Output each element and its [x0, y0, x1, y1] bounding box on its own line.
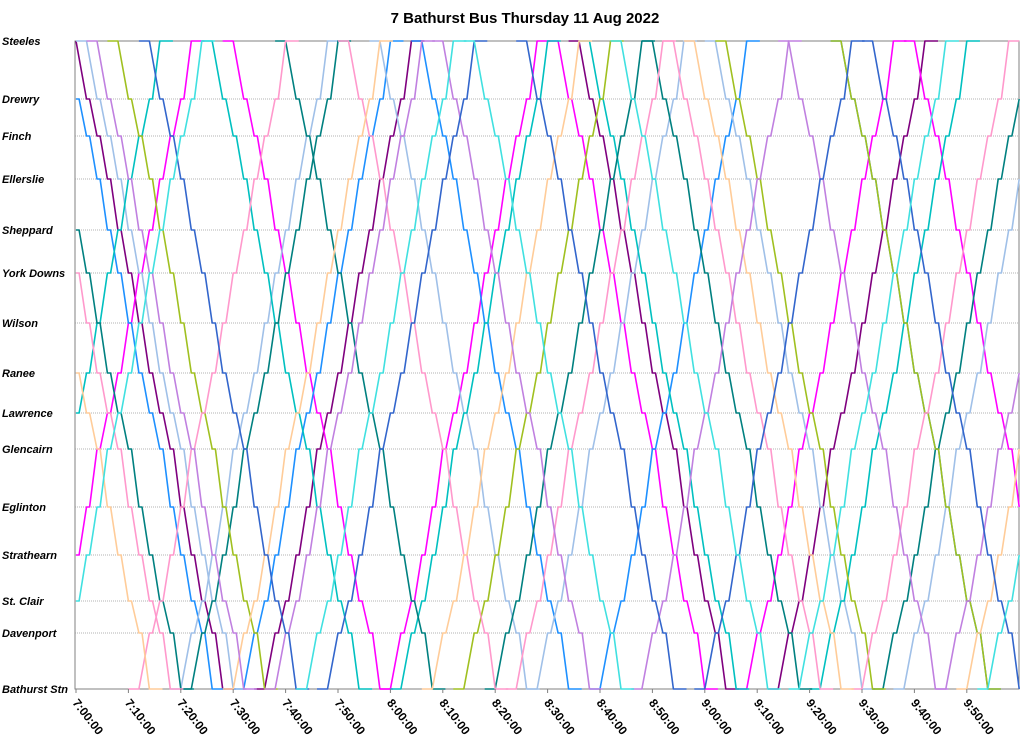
trip-line	[453, 40, 624, 690]
trip-line	[180, 40, 352, 690]
stop-label: St. Clair	[2, 596, 44, 608]
trip-line	[390, 40, 561, 690]
stop-label: Sheppard	[2, 225, 53, 237]
series-6	[107, 40, 1001, 690]
trip-line	[872, 98, 1020, 690]
trip-line	[76, 40, 215, 602]
x-tick-label: 9:00:00	[698, 696, 735, 737]
trip-line	[76, 229, 194, 690]
trip-line	[296, 40, 467, 690]
trip-line	[76, 40, 205, 556]
trip-line	[484, 40, 655, 690]
trip-line	[317, 40, 488, 690]
x-tick-label: 9:10:00	[751, 696, 788, 737]
trip-line	[610, 40, 781, 690]
trip-line	[76, 272, 184, 690]
trip-line	[862, 40, 1020, 690]
stop-label: Glencairn	[2, 444, 53, 456]
x-tick-label: 9:30:00	[856, 696, 893, 737]
stop-label: Ranee	[2, 368, 35, 380]
x-tick-labels: 7:00:00 7:10:00 7:20:00 7:30:00 7:40:00 7:50:…	[70, 689, 997, 738]
trip-line	[526, 40, 697, 690]
trip-line	[694, 40, 865, 690]
trip-line	[76, 40, 173, 414]
series-8	[76, 40, 1020, 690]
stop-label: Bathurst Stn	[2, 684, 68, 696]
x-tick-label: 8:30:00	[541, 696, 578, 737]
series-11	[76, 40, 1020, 690]
x-tick-label: 7:30:00	[227, 696, 264, 737]
trip-line	[851, 40, 1020, 690]
trip-line	[589, 40, 760, 690]
stop-label: Davenport	[2, 628, 58, 640]
trip-line	[736, 40, 907, 690]
trip-line	[86, 40, 257, 690]
stop-labels: Steeles Drewry Finch Ellerslie Sheppard York …	[2, 36, 68, 696]
stop-label: Drewry	[2, 94, 40, 106]
stop-label: York Downs	[2, 268, 65, 280]
trip-line	[788, 40, 959, 690]
trip-line	[893, 178, 1020, 690]
stop-label: Strathearn	[2, 550, 57, 562]
x-tick-label: 8:20:00	[489, 696, 526, 737]
x-tick-label: 9:20:00	[803, 696, 840, 737]
x-tick-label: 7:00:00	[70, 696, 107, 737]
trip-line	[547, 40, 718, 690]
trip-line	[107, 40, 278, 690]
x-tick-label: 9:50:00	[960, 696, 997, 737]
trip-line	[275, 40, 446, 690]
trip-line	[809, 40, 980, 690]
trip-line	[463, 40, 635, 690]
series-4	[76, 40, 980, 690]
trip-line	[138, 40, 310, 690]
x-tick-label: 8:00:00	[384, 696, 421, 737]
x-tick-label: 8:40:00	[594, 696, 631, 737]
trip-line	[76, 372, 163, 690]
trip-line	[201, 40, 373, 690]
x-tick-label: 7:50:00	[332, 696, 369, 737]
series-1	[76, 40, 1020, 690]
series-5	[76, 40, 1020, 690]
trip-line	[411, 40, 582, 690]
trip-line	[516, 40, 687, 690]
trip-line	[128, 40, 299, 690]
x-tick-label: 8:50:00	[646, 696, 683, 737]
trip-line	[778, 40, 949, 690]
stop-label: Steeles	[2, 36, 41, 48]
trip-line	[421, 40, 593, 690]
x-tick-label: 7:40:00	[279, 696, 316, 737]
trip-line	[662, 40, 834, 690]
trip-line	[568, 40, 739, 690]
trip-line	[432, 40, 603, 690]
stop-label: Eglinton	[2, 502, 46, 514]
trip-line	[222, 40, 393, 690]
x-tick-label: 8:10:00	[436, 696, 473, 737]
trip-line	[977, 554, 1020, 690]
stop-label: Finch	[2, 131, 32, 143]
x-tick-label: 7:20:00	[174, 696, 211, 737]
trip-line	[935, 372, 1020, 690]
trip-line	[715, 40, 886, 690]
chart-title: 7 Bathurst Bus Thursday 11 Aug 2022	[391, 10, 660, 27]
series-7	[76, 40, 1020, 690]
trip-line	[579, 40, 750, 690]
trip-line	[76, 98, 226, 690]
stop-label: Wilson	[2, 318, 38, 330]
series-group	[75, 40, 1020, 690]
trip-line	[903, 40, 1020, 508]
trip-line	[641, 40, 813, 690]
series-10	[138, 40, 1020, 690]
stop-label: Lawrence	[2, 408, 53, 420]
x-tick-label: 7:10:00	[122, 696, 159, 737]
x-tick-label: 9:40:00	[908, 696, 945, 737]
trip-line	[264, 40, 435, 690]
trip-line	[631, 40, 802, 690]
trip-line	[338, 40, 509, 690]
stop-label: Ellerslie	[2, 174, 44, 186]
trip-line	[254, 40, 425, 690]
series-9	[86, 40, 1020, 690]
trip-line	[956, 448, 1020, 690]
